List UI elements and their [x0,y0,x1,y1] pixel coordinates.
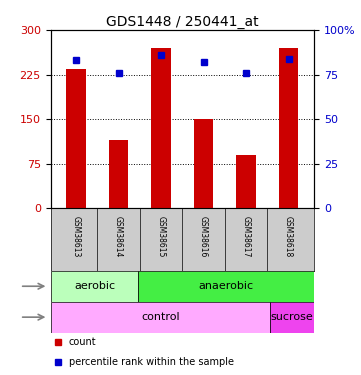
Text: anaerobic: anaerobic [199,281,254,291]
Text: sucrose: sucrose [271,312,313,322]
Bar [51,271,138,302]
Title: GDS1448 / 250441_at: GDS1448 / 250441_at [106,15,258,29]
Bar [194,119,213,208]
Text: GSM38613: GSM38613 [71,216,81,257]
Bar [109,140,128,208]
Bar [51,302,270,333]
Bar [270,302,314,333]
Bar [236,155,256,209]
Text: aerobic: aerobic [74,281,115,291]
Bar [138,271,314,302]
Text: percentile rank within the sample: percentile rank within the sample [69,357,234,367]
Text: GSM38617: GSM38617 [242,216,251,257]
Text: GSM38615: GSM38615 [157,216,166,257]
Text: GSM38616: GSM38616 [199,216,208,257]
Text: GSM38614: GSM38614 [114,216,123,257]
Text: GSM38618: GSM38618 [284,216,293,257]
Text: control: control [141,312,180,322]
Bar [152,48,171,209]
Text: count: count [69,337,97,347]
Bar [279,48,298,209]
Bar [66,69,86,209]
